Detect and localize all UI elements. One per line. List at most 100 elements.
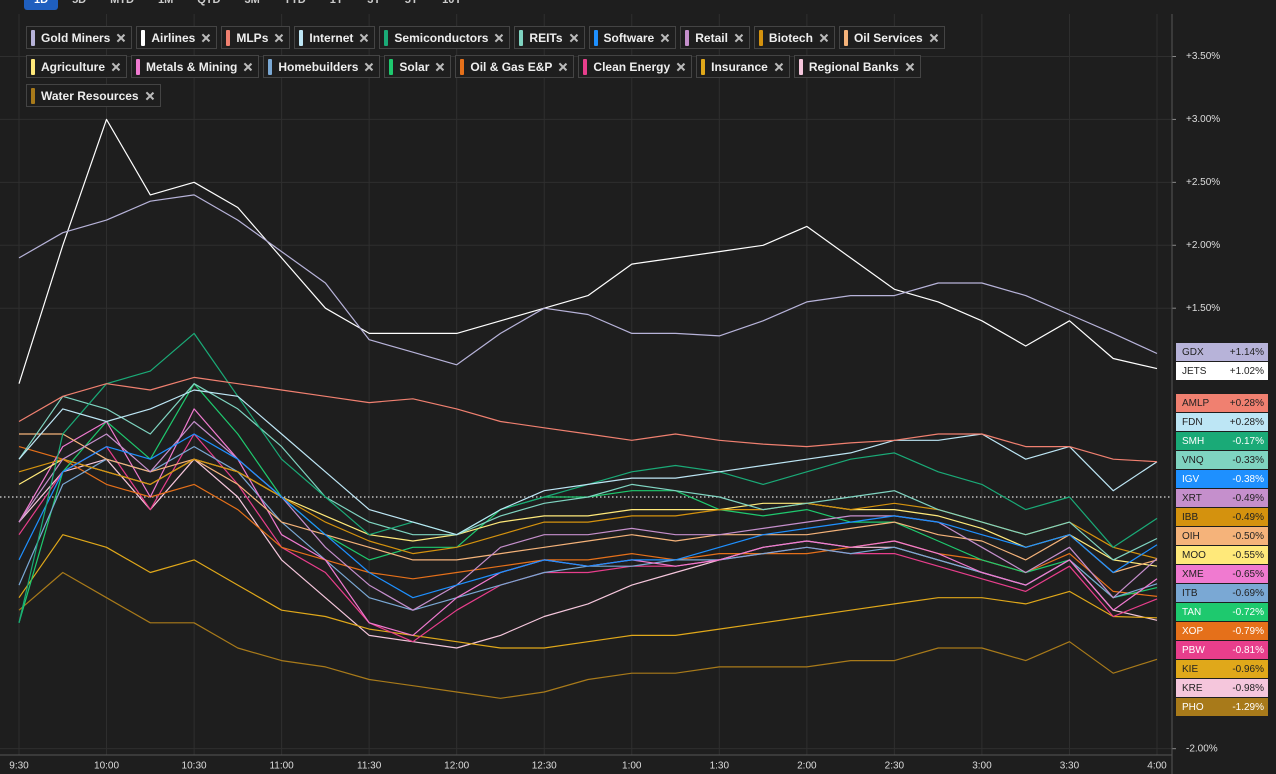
legend-item[interactable]: Metals & Mining (131, 55, 260, 78)
legend-item[interactable]: Solar (384, 55, 452, 78)
legend-item[interactable]: Software (588, 26, 677, 49)
x-tick-label: 1:30 (710, 761, 730, 772)
legend-remove[interactable] (244, 63, 252, 71)
range-tab[interactable]: 10Y (442, 0, 462, 6)
range-tab[interactable]: 5Y (404, 0, 419, 6)
legend-remove[interactable] (820, 34, 828, 42)
legend-remove[interactable] (146, 92, 154, 100)
legend-swatch (593, 29, 598, 46)
badge-ticker: GDX (1182, 347, 1204, 358)
legend-remove[interactable] (559, 63, 567, 71)
legend-item[interactable]: Homebuilders (263, 55, 381, 78)
legend-item[interactable]: Biotech (753, 26, 835, 49)
legend-remove[interactable] (661, 34, 669, 42)
badge-value: +1.02% (1230, 366, 1264, 377)
legend-remove[interactable] (117, 34, 125, 42)
range-tab[interactable]: QTD (197, 0, 221, 6)
badge-ticker: ITB (1182, 588, 1198, 599)
legend-item[interactable]: Insurance (696, 55, 790, 78)
legend-label: MLPs (236, 30, 269, 45)
end-badge (1176, 641, 1268, 659)
range-tab[interactable]: 3Y (367, 0, 381, 6)
legend-label: Agriculture (41, 59, 106, 74)
x-tick-label: 11:00 (269, 761, 294, 772)
legend-swatch (519, 29, 524, 46)
series-line (18, 389, 1158, 536)
legend-remove[interactable] (930, 34, 938, 42)
badge-ticker: XRT (1182, 493, 1202, 504)
legend-remove[interactable] (275, 34, 283, 42)
range-tab[interactable]: 3M (244, 0, 260, 6)
x-tick-label: 2:30 (885, 761, 905, 772)
legend-label: REITs (529, 30, 563, 45)
range-tab[interactable]: 5D (72, 0, 87, 6)
legend-label: Semiconductors (394, 30, 489, 45)
legend-remove[interactable] (677, 63, 685, 71)
legend-item[interactable]: Retail (680, 26, 750, 49)
legend-item[interactable]: MLPs (221, 26, 291, 49)
legend-swatch (31, 58, 35, 75)
legend-label: Water Resources (41, 88, 139, 103)
legend: Gold Miners Airlines MLPs Internet Semicondu… (26, 26, 1046, 107)
badge-value: -0.33% (1232, 455, 1264, 466)
legend-remove[interactable] (360, 34, 368, 42)
legend-item[interactable]: Oil & Gas E&P (455, 55, 575, 78)
legend-item[interactable]: Airlines (136, 26, 218, 49)
badge-value: +0.28% (1230, 398, 1264, 409)
legend-label: Software (603, 30, 655, 45)
y-tick-label: +3.00% (1186, 114, 1220, 125)
legend-swatch (758, 29, 763, 46)
badge-ticker: IGV (1182, 474, 1200, 485)
end-badge (1176, 451, 1268, 469)
legend-item[interactable]: Clean Energy (578, 55, 693, 78)
legend-remove[interactable] (365, 63, 373, 71)
legend-label: Insurance (711, 59, 768, 74)
legend-swatch (141, 29, 146, 46)
badge-ticker: FDN (1182, 417, 1203, 428)
range-tabs: 1D 5D MTD 1M QTD 3M YTD 1Y 3Y 5Y 10Y (24, 0, 472, 10)
legend-remove[interactable] (436, 63, 444, 71)
badge-value: -0.49% (1232, 493, 1264, 504)
legend-item[interactable]: Water Resources (26, 84, 161, 107)
y-tick-label: +3.50% (1186, 51, 1220, 62)
legend-swatch (384, 29, 389, 46)
legend-label: Solar (399, 59, 430, 74)
legend-remove[interactable] (202, 34, 210, 42)
legend-remove[interactable] (112, 63, 120, 71)
legend-remove[interactable] (495, 34, 503, 42)
legend-remove[interactable] (775, 63, 783, 71)
legend-swatch (31, 87, 35, 104)
legend-item[interactable]: Agriculture (26, 55, 128, 78)
legend-remove[interactable] (906, 63, 914, 71)
range-tab[interactable]: MTD (110, 0, 134, 6)
legend-swatch (136, 58, 141, 75)
range-tab[interactable]: 1M (157, 0, 174, 6)
legend-item[interactable]: Oil Services (838, 26, 945, 49)
range-tab[interactable]: YTD (283, 0, 306, 6)
end-badge (1176, 679, 1268, 697)
legend-item[interactable]: Gold Miners (26, 26, 133, 49)
end-badge (1176, 698, 1268, 716)
legend-swatch (389, 58, 394, 75)
badge-value: -0.65% (1232, 569, 1264, 580)
x-tick-label: 11:30 (357, 761, 382, 772)
legend-item[interactable]: Internet (294, 26, 376, 49)
legend-item[interactable]: REITs (514, 26, 585, 49)
end-badge (1176, 343, 1268, 361)
range-tab[interactable]: 1D (24, 0, 59, 10)
x-tick-label: 1:00 (622, 761, 642, 772)
badge-ticker: MOO (1182, 550, 1206, 561)
legend-remove[interactable] (570, 34, 578, 42)
x-tick-label: 3:30 (1060, 761, 1080, 772)
legend-item[interactable]: Regional Banks (793, 55, 921, 78)
badge-ticker: KRE (1182, 683, 1203, 694)
legend-remove[interactable] (735, 34, 743, 42)
legend-label: Homebuilders (278, 59, 359, 74)
end-badge (1176, 432, 1268, 450)
end-badge (1176, 660, 1268, 678)
range-tab[interactable]: 1Y (329, 0, 344, 6)
badge-ticker: XME (1182, 569, 1204, 580)
series-line (18, 534, 1158, 649)
legend-item[interactable]: Semiconductors (379, 26, 511, 49)
